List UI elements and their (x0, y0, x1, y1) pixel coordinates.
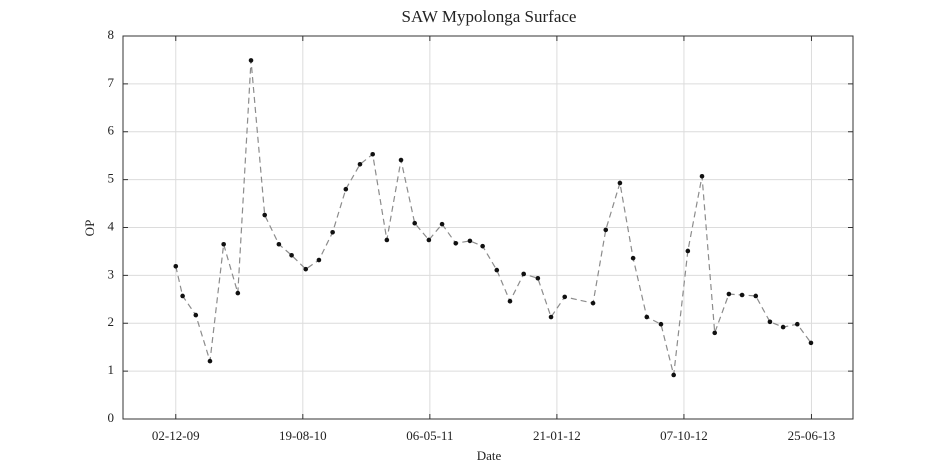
x-tick-label: 25-06-13 (788, 428, 836, 443)
data-point (699, 173, 705, 179)
data-point (439, 221, 445, 227)
data-point (235, 290, 241, 296)
y-tick-label: 6 (108, 123, 115, 138)
x-tick-label: 19-08-10 (279, 428, 327, 443)
y-tick-label: 3 (108, 266, 115, 281)
data-point (590, 300, 596, 306)
data-point (617, 180, 623, 186)
data-point (712, 330, 718, 336)
data-point (808, 340, 814, 346)
data-point (685, 248, 691, 254)
data-point (180, 293, 185, 299)
data-point (248, 58, 254, 63)
data-point (753, 293, 759, 299)
y-tick-label: 5 (108, 171, 115, 186)
data-point (794, 321, 800, 327)
data-point (453, 240, 459, 246)
data-point (384, 237, 390, 243)
data-point (173, 263, 179, 269)
data-point (739, 292, 745, 298)
data-point (548, 314, 554, 320)
data-point (289, 252, 294, 258)
data-point (221, 241, 226, 247)
data-point (521, 271, 526, 277)
data-point (426, 237, 432, 243)
y-tick-label: 1 (108, 362, 115, 377)
y-tick-label: 7 (108, 75, 115, 90)
data-point (370, 151, 375, 157)
data-point (343, 186, 349, 192)
data-point (630, 255, 636, 261)
data-point (644, 314, 650, 320)
y-tick-label: 0 (108, 410, 115, 425)
data-point (780, 324, 786, 330)
data-point (357, 162, 363, 167)
data-point (467, 238, 473, 244)
chart-title: SAW Mypolonga Surface (402, 7, 577, 26)
y-tick-label: 4 (108, 218, 115, 233)
data-point (207, 358, 213, 364)
axes-box (122, 35, 854, 420)
data-point (412, 220, 418, 226)
data-point (658, 321, 664, 327)
data-point (316, 257, 322, 263)
x-tick-label: 02-12-09 (152, 428, 200, 443)
data-point (480, 243, 485, 249)
x-tick-label: 06-05-11 (406, 428, 453, 443)
data-point (535, 275, 541, 281)
y-tick-label: 8 (108, 27, 115, 42)
data-point (193, 312, 199, 318)
data-point (562, 294, 568, 300)
data-point (767, 319, 773, 325)
y-tick-label: 2 (108, 314, 115, 329)
x-tick-label: 07-10-12 (660, 428, 708, 443)
y-axis-label: OP (82, 220, 97, 237)
data-point (330, 229, 335, 235)
data-point (398, 157, 404, 163)
data-point (603, 227, 609, 233)
data-point (494, 267, 500, 273)
data-point (303, 266, 309, 272)
data-point (671, 372, 676, 378)
x-axis-label: Date (477, 448, 502, 463)
data-point (276, 241, 282, 247)
data-point (507, 298, 513, 304)
data-point (726, 291, 732, 297)
x-tick-label: 21-01-12 (533, 428, 581, 443)
data-point (262, 212, 268, 218)
